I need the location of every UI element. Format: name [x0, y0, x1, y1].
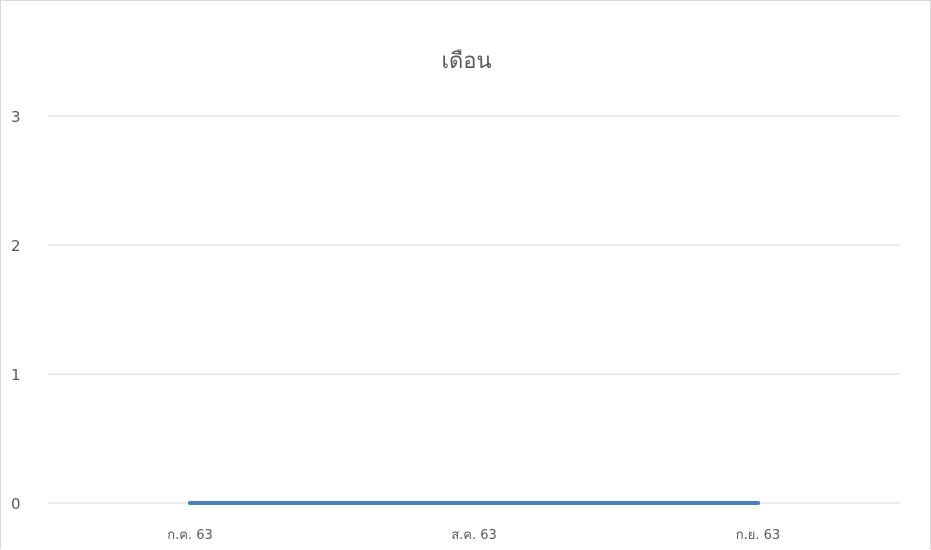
x-tick-label: ก.ค. 63 — [167, 528, 213, 543]
y-tick-label: 2 — [11, 237, 21, 255]
x-tick-label: ส.ค. 63 — [451, 528, 497, 543]
data-point — [756, 501, 760, 505]
data-point — [188, 501, 192, 505]
y-tick-label: 1 — [11, 366, 21, 384]
chart-title: เดือน — [441, 49, 492, 74]
data-point — [472, 501, 476, 505]
y-tick-label: 0 — [11, 495, 21, 513]
y-tick-label: 3 — [11, 108, 21, 126]
x-tick-label: ก.ย. 63 — [736, 528, 780, 543]
